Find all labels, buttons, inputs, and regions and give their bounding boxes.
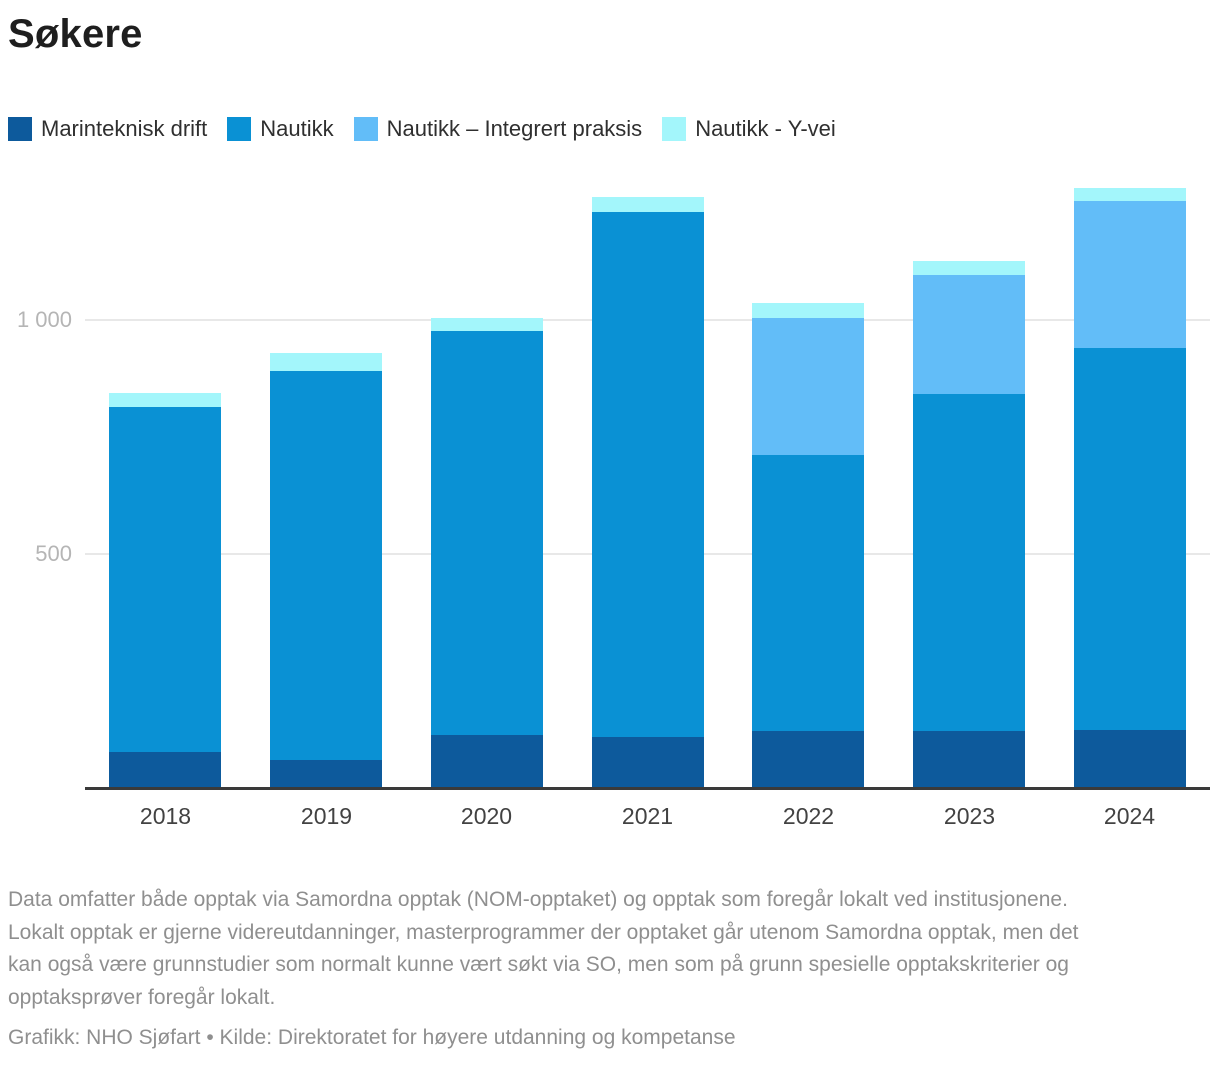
chart-description: Data omfatter både opptak via Samordna o… bbox=[8, 888, 1079, 1009]
bar-segment-2019[interactable] bbox=[270, 760, 382, 788]
y-axis-tick-label: 1 000 bbox=[16, 307, 72, 332]
legend-swatch bbox=[8, 117, 32, 141]
bar-segment-2022[interactable] bbox=[752, 303, 864, 318]
bar-segment-2018[interactable] bbox=[109, 752, 221, 788]
x-axis-label: 2024 bbox=[1103, 803, 1156, 829]
bar-segment-2020[interactable] bbox=[431, 735, 543, 788]
legend-item-4: Nautikk - Y-vei bbox=[662, 116, 836, 142]
bar-segment-2024[interactable] bbox=[1074, 201, 1186, 348]
legend: Marinteknisk drift Nautikk Nautikk – Integ… bbox=[8, 116, 836, 142]
bar-segment-2022[interactable] bbox=[752, 455, 864, 731]
bar-segment-2023[interactable] bbox=[913, 275, 1025, 394]
legend-item-3: Nautikk – Integrert praksis bbox=[353, 116, 643, 142]
x-axis-label: 2022 bbox=[782, 803, 835, 829]
bar-2024[interactable] bbox=[1074, 188, 1186, 788]
bar-2020[interactable] bbox=[431, 318, 543, 788]
legend-label: Nautikk – Integrert praksis bbox=[386, 116, 643, 141]
legend-label: Marinteknisk drift bbox=[41, 116, 208, 141]
bar-segment-2022[interactable] bbox=[752, 318, 864, 455]
plot-area bbox=[85, 170, 1210, 788]
chart-credit: Grafikk: NHO Sjøfart • Kilde: Direktorat… bbox=[8, 1026, 736, 1049]
bar-segment-2024[interactable] bbox=[1074, 348, 1186, 730]
legend-item-1: Marinteknisk drift bbox=[8, 116, 207, 142]
bar-segment-2019[interactable] bbox=[270, 371, 382, 760]
bar-segment-2021[interactable] bbox=[592, 212, 704, 737]
x-axis-label: 2018 bbox=[139, 803, 192, 829]
legend-swatch bbox=[353, 117, 378, 141]
bar-2019[interactable] bbox=[270, 353, 382, 788]
legend-swatch bbox=[662, 117, 687, 141]
x-axis-label: 2020 bbox=[460, 803, 513, 829]
bar-segment-2023[interactable] bbox=[913, 394, 1025, 731]
x-axis-label: 2021 bbox=[621, 803, 674, 829]
x-axis-line bbox=[85, 787, 1210, 790]
bar-segment-2020[interactable] bbox=[431, 318, 543, 331]
bar-segment-2018[interactable] bbox=[109, 393, 221, 407]
chart-title: Søkere bbox=[8, 12, 143, 56]
bar-segment-2023[interactable] bbox=[913, 731, 1025, 788]
bar-segment-2024[interactable] bbox=[1074, 730, 1186, 788]
bar-segment-2020[interactable] bbox=[431, 331, 543, 735]
bar-2022[interactable] bbox=[752, 303, 864, 788]
legend-item-2: Nautikk bbox=[227, 116, 334, 142]
bar-2023[interactable] bbox=[913, 261, 1025, 788]
bar-segment-2021[interactable] bbox=[592, 737, 704, 788]
x-axis-label: 2023 bbox=[943, 803, 996, 829]
bar-segment-2021[interactable] bbox=[592, 197, 704, 212]
x-axis-label: 2019 bbox=[300, 803, 353, 829]
bar-segment-2018[interactable] bbox=[109, 407, 221, 752]
bar-2021[interactable] bbox=[592, 197, 704, 788]
bar-segment-2024[interactable] bbox=[1074, 188, 1186, 201]
legend-label: Nautikk - Y-vei bbox=[695, 116, 836, 141]
legend-swatch bbox=[227, 117, 252, 141]
bar-segment-2023[interactable] bbox=[913, 261, 1025, 275]
bar-2018[interactable] bbox=[109, 393, 221, 788]
y-axis-tick-label: 500 bbox=[35, 541, 72, 566]
legend-label: Nautikk bbox=[260, 116, 334, 141]
bar-segment-2019[interactable] bbox=[270, 353, 382, 371]
bar-segment-2022[interactable] bbox=[752, 731, 864, 788]
